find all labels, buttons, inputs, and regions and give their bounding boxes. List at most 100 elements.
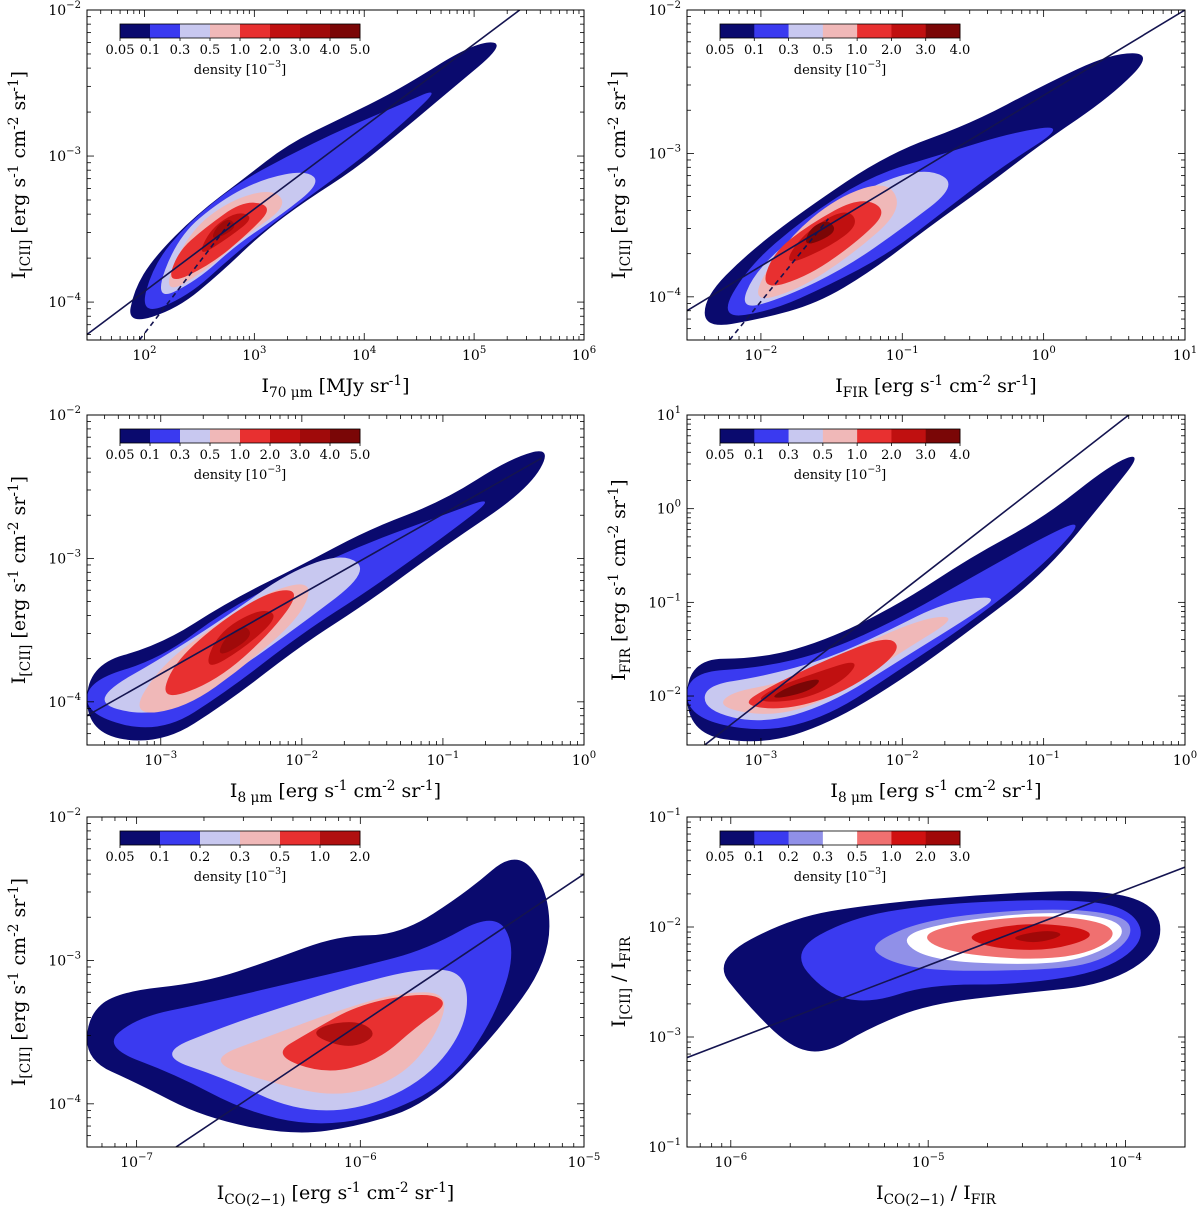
y-tick-label: 10−2 — [48, 405, 81, 424]
panel-middle-left: 10−3 10−2 10−1 100 10−4 10−3 10−2 I8 μm [erg s-… — [6, 405, 596, 806]
colorbar-swatch — [925, 429, 961, 443]
y-tick-label: 10−1 — [648, 592, 681, 611]
colorbar-swatch — [754, 831, 789, 845]
y-axis-label: I[CII] / IFIR — [608, 936, 634, 1027]
colorbar-level-label: 4.0 — [950, 43, 971, 58]
axes-frame — [86, 414, 585, 746]
panel-bottom-right: 10−6 10−5 10−4 10−1 10−3 10−2 10−1 ICO(2−1) / I… — [608, 807, 1186, 1208]
x-axis-label: I8 μm [erg s-1 cm-2 sr-1] — [830, 778, 1041, 806]
colorbar-swatch — [180, 24, 211, 38]
x-tick-label: 10−5 — [568, 1152, 601, 1171]
colorbar-level-label: 0.3 — [778, 43, 799, 58]
colorbar-swatch — [857, 831, 892, 845]
y-tick-label: 10−4 — [648, 287, 681, 306]
x-axis-label: ICO(2−1) [erg s-1 cm-2 sr-1] — [217, 1180, 454, 1208]
contour-level-6 — [805, 221, 835, 244]
colorbar-level-label: 0.5 — [813, 448, 834, 463]
y-tick-label: 10−4 — [48, 1094, 81, 1113]
contour-level-6 — [774, 679, 819, 698]
colorbar-swatch — [330, 24, 361, 38]
colorbar-level-label: 3.0 — [290, 448, 311, 463]
colorbar: 0.05 0.1 0.3 0.5 1.0 2.0 3.0 4.0 5.0 density [10−… — [106, 428, 370, 483]
colorbar-swatch — [822, 831, 858, 845]
colorbar-swatch — [891, 429, 927, 443]
axes-frame — [686, 816, 1186, 1148]
colorbar-title: density [10−3] — [194, 464, 286, 483]
x-tick-label: 10−6 — [714, 1152, 747, 1171]
x-tick-label: 100 — [572, 750, 596, 769]
colorbar-level-label: 0.05 — [706, 43, 735, 58]
y-tick-label: 10−1 — [648, 807, 681, 826]
axes-frame — [686, 9, 1186, 341]
colorbar-level-label: 0.1 — [150, 850, 171, 865]
axes-frame — [86, 816, 585, 1148]
x-tick-label: 10−1 — [427, 750, 460, 769]
contour-level-6 — [219, 627, 250, 654]
x-tick-label: 100 — [1173, 750, 1197, 769]
colorbar-level-label: 0.1 — [140, 448, 161, 463]
colorbar-level-label: 2.0 — [881, 43, 902, 58]
x-tick-label: 10−1 — [1027, 750, 1060, 769]
colorbar-level-label: 4.0 — [950, 448, 971, 463]
colorbar-level-label: 3.0 — [290, 43, 311, 58]
plot-area — [687, 415, 1135, 745]
colorbar-level-label: 0.1 — [744, 850, 765, 865]
y-axis-label: I[CII] [erg s-1 cm-2 sr-1] — [606, 71, 634, 279]
colorbar-swatch — [720, 429, 755, 443]
colorbar-level-label: 1.0 — [881, 850, 902, 865]
colorbar-level-label: 1.0 — [310, 850, 331, 865]
x-tick-label: 102 — [132, 345, 156, 364]
colorbar-level-label: 4.0 — [320, 43, 341, 58]
x-tick-label: 10−3 — [745, 750, 778, 769]
x-axis-label: I8 μm [erg s-1 cm-2 sr-1] — [230, 778, 441, 806]
plot-area — [687, 10, 1185, 340]
y-axis-label: I[CII] [erg s-1 cm-2 sr-1] — [6, 878, 34, 1086]
colorbar-swatch — [120, 429, 151, 443]
x-axis-label: IFIR [erg s-1 cm-2 sr-1] — [835, 373, 1036, 401]
y-tick-label: 10−3 — [648, 1027, 681, 1046]
colorbar-swatch — [150, 429, 181, 443]
colorbar-level-label: 0.5 — [200, 448, 221, 463]
y-tick-label: 10−4 — [48, 292, 81, 311]
colorbar-level-label: 5.0 — [350, 43, 371, 58]
plot-area — [87, 451, 545, 741]
colorbar-level-label: 0.3 — [778, 448, 799, 463]
y-tick-label: 10−1 — [648, 1137, 681, 1156]
plot-area — [87, 10, 521, 340]
colorbar: 0.05 0.1 0.2 0.3 0.5 1.0 2.0 3.0 density [10−3] — [706, 830, 970, 885]
colorbar-level-label: 0.05 — [106, 43, 135, 58]
y-tick-label: 10−3 — [48, 146, 81, 165]
x-tick-label: 10−7 — [120, 1152, 153, 1171]
colorbar-swatch — [720, 831, 755, 845]
axes-frame — [686, 414, 1186, 746]
colorbar-swatch — [210, 24, 241, 38]
x-tick-label: 10−3 — [144, 750, 177, 769]
colorbar-level-label: 0.3 — [230, 850, 251, 865]
colorbar-level-label: 0.3 — [170, 43, 191, 58]
x-tick-label: 101 — [1173, 345, 1197, 364]
colorbar-level-label: 0.1 — [140, 43, 161, 58]
colorbar-level-label: 0.2 — [190, 850, 211, 865]
y-tick-label: 10−2 — [648, 0, 681, 19]
colorbar-swatch — [891, 24, 927, 38]
colorbar-swatch — [754, 429, 789, 443]
colorbar-level-label: 0.3 — [813, 850, 834, 865]
colorbar-swatch — [822, 429, 858, 443]
y-tick-label: 10−2 — [648, 686, 681, 705]
colorbar-level-label: 0.1 — [744, 448, 765, 463]
colorbar-title: density [10−3] — [194, 866, 286, 885]
colorbar-swatch — [788, 831, 824, 845]
panel-middle-right: 10−3 10−2 10−1 100 10−2 10−1 100 101 I8 μm [erg … — [606, 405, 1197, 806]
colorbar-level-label: 4.0 — [320, 448, 341, 463]
y-tick-label: 100 — [657, 499, 681, 518]
colorbar-swatch — [300, 429, 331, 443]
colorbar-level-label: 2.0 — [881, 448, 902, 463]
x-tick-label: 103 — [242, 345, 266, 364]
colorbar-title: density [10−3] — [794, 59, 886, 78]
colorbar-swatch — [160, 831, 201, 845]
x-axis-label: I70 μm [MJy sr-1] — [262, 373, 410, 401]
plot-area — [687, 866, 1185, 1059]
colorbar-level-label: 3.0 — [915, 448, 936, 463]
colorbar-swatch — [857, 429, 892, 443]
